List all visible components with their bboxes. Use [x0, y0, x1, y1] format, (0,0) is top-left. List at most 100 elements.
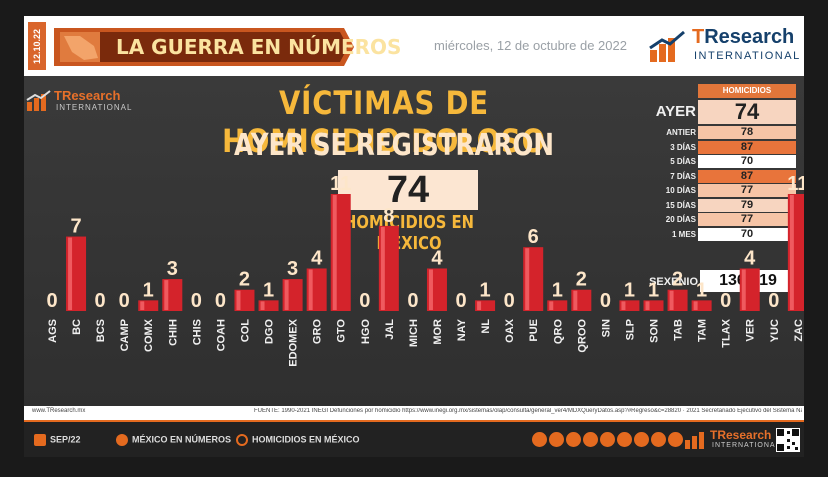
row-label: 5 DÍAS: [670, 157, 696, 166]
category-label: BCS: [95, 319, 107, 342]
value-label: 4: [431, 247, 443, 269]
brand-logo-icon: [649, 30, 685, 62]
row-value: 87: [698, 169, 796, 183]
bar-highlight: [308, 269, 313, 310]
value-label: 6: [528, 226, 539, 248]
row-value: 74: [698, 100, 796, 124]
facebook-icon[interactable]: [617, 432, 632, 447]
row-value: 70: [698, 155, 796, 168]
value-label: 0: [720, 290, 731, 312]
value-label: 1: [552, 279, 563, 301]
value-label: 7: [70, 216, 81, 238]
brand-subtitle: INTERNATIONAL: [56, 103, 133, 112]
value-label: 0: [407, 290, 418, 312]
category-label: NAY: [456, 318, 468, 341]
category-label: BC: [71, 319, 83, 335]
headline-value: 74: [338, 170, 478, 210]
footer-item-month: SEP/22: [34, 434, 81, 446]
row-value: 77: [698, 213, 796, 226]
category-label: MICH: [408, 319, 420, 347]
value-label: 3: [287, 258, 298, 280]
whatsapp-icon[interactable]: [566, 432, 581, 447]
bar-highlight: [428, 269, 433, 310]
qr-code-icon[interactable]: [776, 428, 800, 452]
bar-nl: [475, 300, 496, 311]
value-label: 8: [383, 205, 394, 227]
brand-subtitle: INTERNATIONAL: [694, 50, 801, 62]
category-label: COAH: [215, 319, 227, 351]
brand-name: TResearch: [692, 26, 795, 48]
category-label: TAM: [697, 319, 709, 342]
category-label: CAMP: [119, 319, 131, 351]
value-label: 1: [480, 279, 491, 301]
state-bar-chart: 0 AGS 7 BC 0 BCS 0 CAMP 1 COMX 3 CHIH 0 CHIS 0 COAH 2 COL…: [46, 173, 804, 367]
brand-subtitle: INTERNATIONAL: [712, 442, 781, 449]
bar-highlight: [380, 226, 385, 310]
table-header: HOMICIDIOS: [698, 84, 796, 98]
bar-highlight: [789, 195, 794, 310]
source-website[interactable]: www.TResearch.mx: [32, 408, 86, 414]
category-label: COL: [239, 319, 251, 343]
value-label: 0: [46, 290, 57, 312]
bar-highlight: [164, 280, 169, 310]
category-label: TAB: [673, 319, 685, 341]
footer-brand-logo: TResearch INTERNATIONAL: [684, 428, 780, 455]
social-links: [532, 432, 685, 452]
top-bar: 12.10.22 LA GUERRA EN NÚMEROS miércoles,…: [24, 16, 804, 76]
category-label: GTO: [336, 319, 348, 343]
value-label: 11: [787, 173, 804, 195]
brand-name: TResearch: [54, 88, 121, 103]
website-icon[interactable]: [532, 432, 547, 447]
table-row: 3 DÍAS 87: [622, 140, 796, 154]
value-label: 0: [359, 290, 370, 312]
brand-name: TResearch: [710, 428, 772, 442]
twitter-icon[interactable]: [668, 432, 683, 447]
linkedin-icon[interactable]: [651, 432, 666, 447]
category-label: TLAX: [721, 318, 733, 347]
value-label: 0: [119, 290, 130, 312]
category-label: HGO: [360, 319, 372, 345]
infographic-card: 12.10.22 LA GUERRA EN NÚMEROS miércoles,…: [24, 16, 804, 457]
bar-highlight: [645, 301, 650, 310]
value-label: 2: [576, 269, 587, 291]
category-label: AGS: [47, 319, 59, 343]
value-label: 4: [311, 247, 323, 269]
telegram-icon[interactable]: [549, 432, 564, 447]
category-label: SLP: [624, 319, 636, 340]
category-label: PUE: [528, 319, 540, 342]
target-icon: [236, 434, 248, 446]
value-label: 0: [95, 290, 106, 312]
instagram-icon[interactable]: [634, 432, 649, 447]
value-label: 1: [263, 279, 274, 301]
category-label: VER: [745, 319, 757, 342]
email-icon[interactable]: [583, 432, 598, 447]
bar-highlight: [332, 195, 337, 310]
category-label: QROO: [576, 319, 588, 353]
row-label: ANTIER: [666, 128, 696, 137]
watermark-logo: TResearch INTERNATIONAL: [26, 88, 136, 116]
bar-dgo: [258, 300, 279, 311]
section-title: LA GUERRA EN NÚMEROS: [116, 35, 402, 59]
row-label: 20 DÍAS: [665, 215, 696, 224]
table-row: 5 DÍAS 70: [622, 155, 796, 168]
bar-highlight: [669, 290, 674, 310]
bottom-bar: SEP/22 MÉXICO EN NÚMEROS HOMICIDIOS EN M…: [24, 420, 804, 457]
value-label: 0: [191, 290, 202, 312]
people-icon: [116, 434, 128, 446]
main-content: TResearch INTERNATIONAL VÍCTIMAS DE HOMI…: [24, 76, 804, 406]
bar-comx: [138, 300, 159, 311]
value-label: 1: [648, 279, 659, 301]
table-row: 15 DÍAS 79: [622, 198, 796, 212]
row-value: 70: [698, 227, 796, 241]
youtube-icon[interactable]: [600, 432, 615, 447]
bar-highlight: [68, 237, 73, 310]
bar-highlight: [549, 301, 554, 310]
bar-highlight: [525, 248, 530, 310]
category-label: SON: [649, 319, 661, 343]
table-row: ANTIER 78: [622, 126, 796, 139]
row-label: 10 DÍAS: [665, 186, 696, 195]
category-label: NL: [480, 319, 492, 334]
bar-qro: [547, 300, 568, 311]
category-label: COMX: [143, 318, 155, 352]
brand-logo-icon: [26, 90, 51, 111]
